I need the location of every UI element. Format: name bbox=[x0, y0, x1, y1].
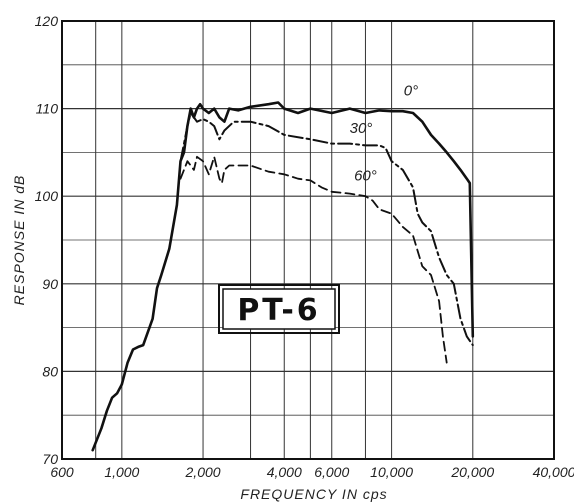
model-label-inner-box bbox=[222, 288, 336, 330]
series-line-2 bbox=[179, 112, 474, 347]
x-tick-label: 40,000 bbox=[533, 464, 574, 480]
y-axis-label: RESPONSE IN dB bbox=[11, 175, 27, 306]
model-label-outer-box bbox=[218, 284, 340, 334]
y-tick-label: 90 bbox=[42, 276, 58, 292]
y-tick-label: 110 bbox=[36, 101, 59, 117]
y-tick-label: 120 bbox=[35, 13, 59, 29]
x-tick-label: 20,000 bbox=[450, 464, 494, 480]
x-tick-label: 4,000 bbox=[267, 464, 302, 480]
x-tick-label: 1,000 bbox=[104, 464, 139, 480]
x-tick-label: 10,000 bbox=[370, 464, 413, 480]
series-label-1: 0° bbox=[404, 82, 418, 99]
y-tick-label: 70 bbox=[42, 451, 58, 467]
y-tick-label: 100 bbox=[35, 188, 59, 204]
series-group: 0° 30° 60° bbox=[91, 82, 475, 452]
y-tick-label: 80 bbox=[42, 363, 58, 379]
x-tick-label: 2,000 bbox=[185, 464, 221, 480]
x-tick-label: 6,000 bbox=[314, 464, 349, 480]
x-tick-label: 600 bbox=[50, 464, 74, 480]
series-label-2: 30° bbox=[350, 120, 373, 137]
model-annotation: PT-6 bbox=[218, 284, 340, 334]
plot-frame bbox=[61, 20, 555, 460]
model-label: PT-6 bbox=[237, 293, 320, 328]
series-line-3 bbox=[179, 155, 448, 364]
series-line-1 bbox=[91, 101, 475, 452]
tick-labels: 600 1,000 2,000 4,000 6,000 10,000 20,000 40,00… bbox=[35, 13, 574, 480]
series-label-3: 60° bbox=[354, 167, 377, 184]
chart-grid bbox=[62, 21, 554, 459]
x-axis-label: FREQUENCY IN cps bbox=[240, 486, 387, 502]
